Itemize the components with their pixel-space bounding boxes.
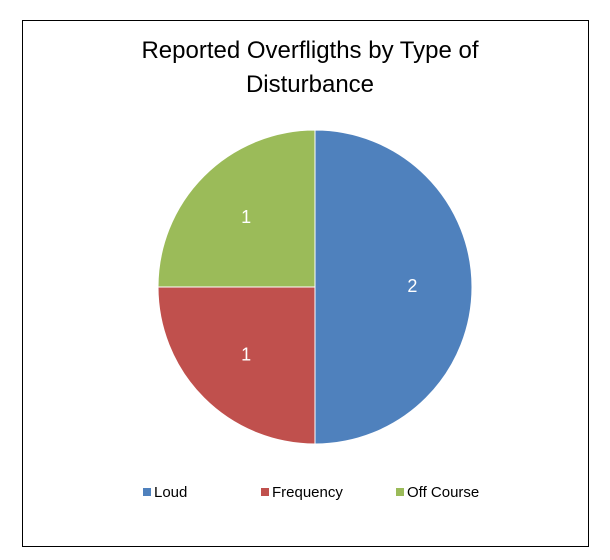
legend-label: Loud xyxy=(154,484,187,501)
pie-slice xyxy=(157,286,316,445)
legend-swatch xyxy=(261,488,269,496)
chart-title: Reported Overfligths by Type of Disturba… xyxy=(141,37,479,98)
legend-label: Off Course xyxy=(407,484,479,501)
pie-slice xyxy=(157,129,316,288)
pie-slice xyxy=(314,129,473,445)
data-label: 1 xyxy=(241,345,251,365)
data-label: 2 xyxy=(407,276,417,296)
legend-swatch xyxy=(396,488,404,496)
data-label: 1 xyxy=(241,207,251,227)
legend-label: Frequency xyxy=(272,484,343,501)
legend-swatch xyxy=(143,488,151,496)
chart-frame xyxy=(22,20,589,547)
